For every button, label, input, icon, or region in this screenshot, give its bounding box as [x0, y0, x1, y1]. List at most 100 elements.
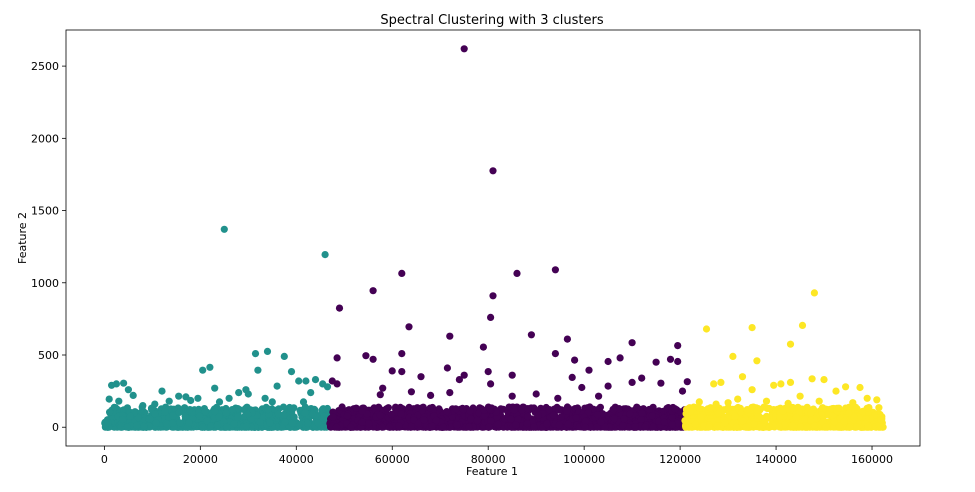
- scatter-point: [223, 423, 231, 431]
- scatter-point: [514, 415, 522, 423]
- scatter-point: [721, 419, 729, 427]
- scatter-point: [388, 367, 396, 375]
- scatter-point: [668, 413, 676, 421]
- scatter-point: [655, 417, 663, 425]
- scatter-point: [234, 413, 242, 421]
- scatter-point: [581, 423, 589, 431]
- scatter-point: [459, 405, 467, 414]
- scatter-point: [626, 410, 634, 418]
- scatter-point: [863, 394, 871, 402]
- scatter-point: [788, 422, 796, 430]
- scatter-point: [123, 423, 132, 431]
- scatter-point: [712, 400, 720, 408]
- scatter-point: [697, 413, 705, 421]
- scatter-point: [707, 404, 715, 412]
- scatter-point: [797, 423, 805, 431]
- scatter-point: [225, 394, 233, 402]
- y-tick-label: 500: [38, 349, 59, 362]
- scatter-point: [414, 419, 422, 428]
- scatter-point: [507, 415, 515, 423]
- scatter-point: [369, 287, 377, 295]
- scatter-point: [586, 403, 594, 411]
- scatter-point: [302, 377, 310, 385]
- scatter-point: [572, 414, 580, 422]
- scatter-point: [243, 422, 251, 430]
- scatter-point: [551, 266, 560, 274]
- scatter-point: [352, 404, 360, 412]
- scatter-point: [376, 391, 384, 399]
- scatter-point: [705, 423, 713, 431]
- scatter-point: [158, 387, 166, 395]
- scatter-point: [111, 404, 119, 412]
- scatter-point: [432, 416, 440, 425]
- scatter-point: [220, 225, 228, 233]
- scatter-point: [750, 420, 758, 428]
- scatter-point: [407, 422, 415, 430]
- scatter-point: [151, 410, 159, 418]
- scatter-point: [129, 391, 137, 399]
- scatter-point: [493, 414, 501, 422]
- scatter-point: [842, 383, 850, 391]
- scatter-point: [660, 418, 669, 426]
- scatter-point: [104, 419, 112, 427]
- scatter-point: [230, 420, 238, 428]
- scatter-point: [524, 405, 532, 413]
- scatter-point: [119, 415, 127, 424]
- scatter-point: [840, 417, 848, 426]
- scatter-point: [311, 376, 320, 384]
- scatter-point: [571, 356, 579, 364]
- x-tick-label: 0: [101, 453, 108, 466]
- scatter-point: [808, 375, 816, 383]
- scatter-point: [222, 409, 230, 417]
- scatter-point: [465, 423, 473, 431]
- scatter-point: [563, 335, 572, 343]
- scatter-point: [638, 409, 646, 417]
- scatter-point: [165, 397, 173, 405]
- scatter-point: [784, 399, 792, 407]
- scatter-point: [648, 412, 656, 420]
- scatter-point: [195, 412, 204, 420]
- scatter-point: [151, 400, 159, 408]
- scatter-point: [266, 419, 274, 427]
- scatter-point: [446, 389, 454, 397]
- scatter-point: [628, 339, 636, 347]
- scatter-point: [555, 406, 563, 414]
- scatter-point: [676, 408, 685, 416]
- scatter-point: [564, 420, 572, 428]
- scatter-point: [512, 421, 520, 429]
- scatter-point: [124, 386, 132, 394]
- scatter-point: [485, 423, 493, 431]
- scatter-point: [853, 423, 861, 431]
- scatter-point: [333, 354, 341, 362]
- scatter-point: [619, 422, 627, 430]
- scatter-point: [140, 422, 148, 430]
- scatter-point: [734, 395, 742, 403]
- x-axis-title: Feature 1: [466, 465, 518, 478]
- scatter-point: [175, 392, 183, 400]
- scatter-point: [518, 406, 526, 414]
- scatter-point: [803, 423, 812, 431]
- scatter-point: [288, 419, 297, 427]
- scatter-point: [877, 416, 885, 424]
- x-tick-label: 100000: [563, 453, 605, 466]
- scatter-point: [206, 363, 214, 371]
- chart-title: Spectral Clustering with 3 clusters: [380, 13, 604, 28]
- scatter-point: [176, 419, 184, 427]
- scatter-point: [864, 422, 872, 430]
- scatter-point: [234, 405, 242, 413]
- scatter-point: [527, 331, 536, 339]
- scatter-point: [152, 419, 160, 427]
- scatter-point: [615, 405, 623, 413]
- y-tick-label: 2500: [31, 60, 59, 73]
- scatter-point: [729, 352, 737, 360]
- scatter-point: [460, 371, 468, 379]
- scatter-point: [420, 416, 428, 424]
- scatter-point: [585, 366, 593, 374]
- scatter-point: [714, 409, 723, 417]
- scatter-point: [244, 390, 252, 398]
- scatter-point: [748, 386, 756, 394]
- scatter-point: [845, 423, 854, 431]
- scatter-point: [321, 251, 329, 259]
- scatter-point: [798, 321, 807, 329]
- scatter-point: [557, 413, 565, 421]
